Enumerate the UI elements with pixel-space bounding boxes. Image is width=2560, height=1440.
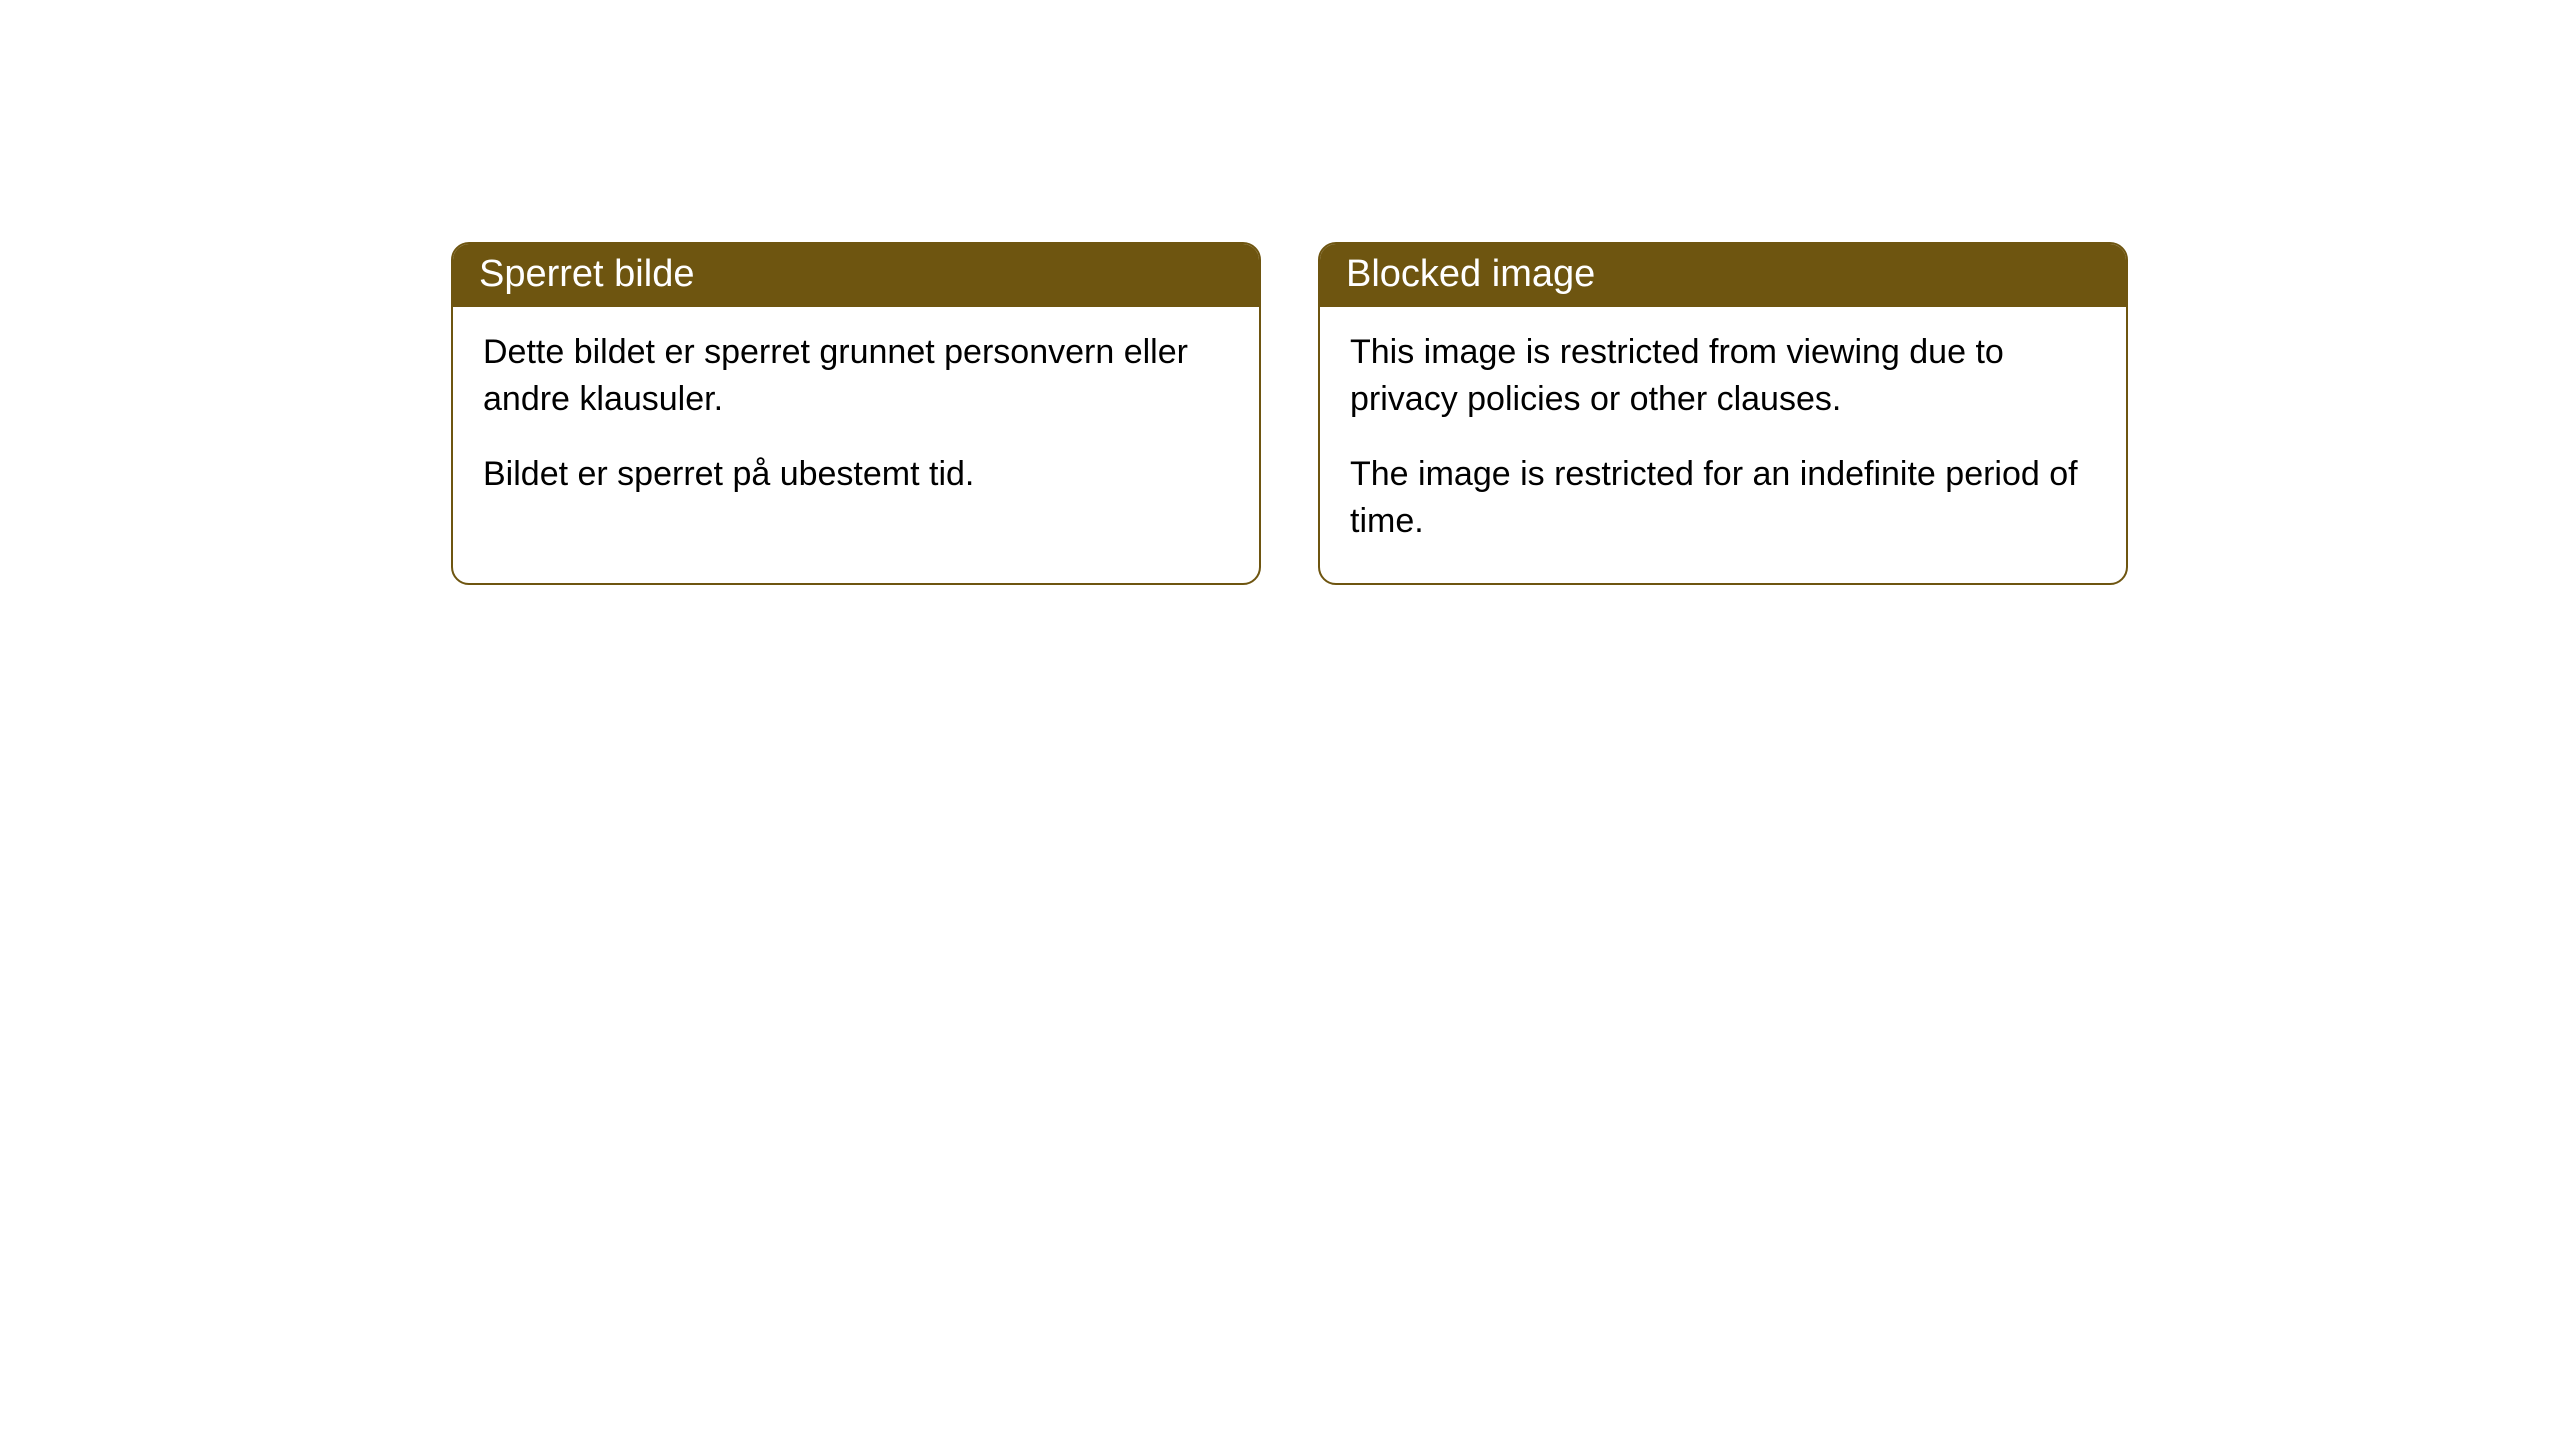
card-title: Sperret bilde <box>479 253 694 295</box>
card-header: Blocked image <box>1320 244 2126 307</box>
card-header: Sperret bilde <box>453 244 1259 307</box>
card-paragraph: Dette bildet er sperret grunnet personve… <box>483 329 1229 423</box>
card-paragraph: This image is restricted from viewing du… <box>1350 329 2096 423</box>
card-paragraph: The image is restricted for an indefinit… <box>1350 451 2096 545</box>
card-title: Blocked image <box>1346 253 1595 295</box>
card-body: Dette bildet er sperret grunnet personve… <box>453 307 1259 536</box>
notice-card-norwegian: Sperret bilde Dette bildet er sperret gr… <box>451 242 1261 585</box>
card-body: This image is restricted from viewing du… <box>1320 307 2126 583</box>
card-paragraph: Bildet er sperret på ubestemt tid. <box>483 451 1229 498</box>
notice-cards-container: Sperret bilde Dette bildet er sperret gr… <box>0 0 2560 585</box>
notice-card-english: Blocked image This image is restricted f… <box>1318 242 2128 585</box>
